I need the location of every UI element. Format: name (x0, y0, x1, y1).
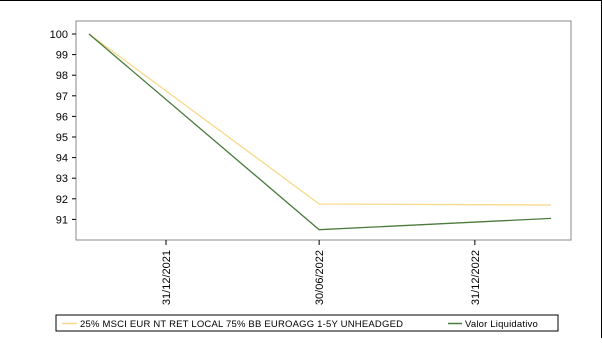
y-tick-label: 97 (56, 91, 68, 103)
y-tick-label: 93 (56, 173, 68, 185)
y-tick-label: 98 (56, 70, 68, 82)
x-tick-label: 31/12/2021 (161, 250, 173, 305)
y-tick-label: 100 (50, 29, 68, 41)
y-tick-label: 95 (56, 132, 68, 144)
y-tick-label: 94 (56, 153, 68, 165)
legend-label: 25% MSCI EUR NT RET LOCAL 75% BB EUROAGG… (80, 319, 403, 330)
legend: 25% MSCI EUR NT RET LOCAL 75% BB EUROAGG… (55, 314, 559, 332)
x-tick-label: 30/06/2022 (314, 250, 326, 305)
x-axis: 31/12/2021 30/06/2022 31/12/2022 (161, 240, 482, 305)
series-layer (88, 33, 552, 231)
series-line (88, 33, 552, 206)
series-line (88, 33, 552, 231)
y-tick-label: 96 (56, 111, 68, 123)
y-tick-label: 91 (56, 214, 68, 226)
y-tick-label: 92 (56, 194, 68, 206)
plot-area (75, 20, 572, 241)
y-tick-label: 99 (56, 50, 68, 62)
legend-box (55, 314, 559, 332)
x-tick-label: 31/12/2022 (470, 250, 482, 305)
legend-label: Valor Liquidativo (465, 319, 538, 330)
y-axis: 91 92 93 94 95 96 97 98 99 100 (50, 29, 76, 226)
